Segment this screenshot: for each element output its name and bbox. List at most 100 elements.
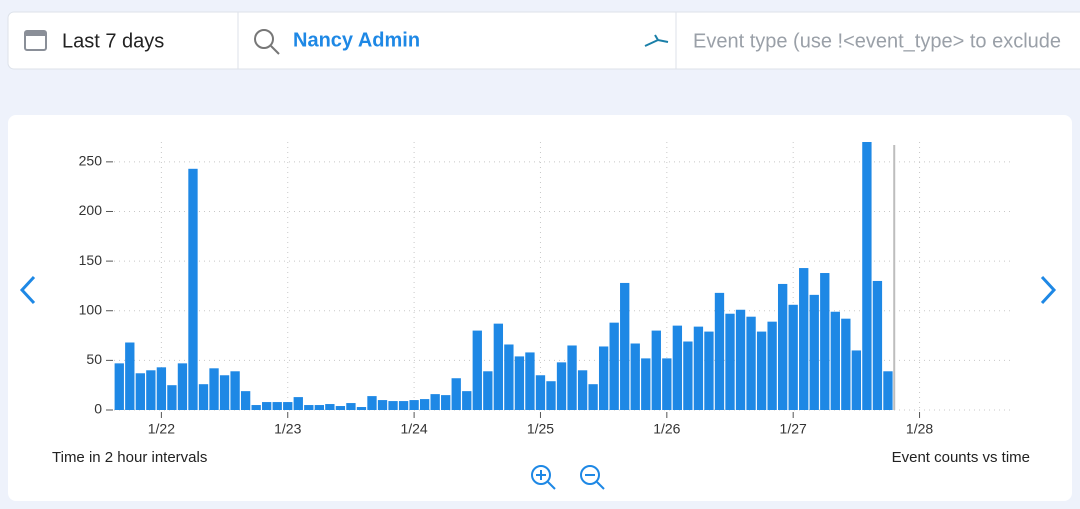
bar bbox=[577, 370, 588, 410]
bar bbox=[746, 316, 756, 410]
bar bbox=[872, 280, 883, 410]
toolbar bbox=[7, 11, 1080, 70]
bar bbox=[662, 358, 672, 410]
bar bbox=[546, 381, 556, 410]
bar bbox=[293, 397, 303, 410]
bar bbox=[167, 385, 177, 410]
bar bbox=[504, 344, 514, 410]
x-tick-label: 1/25 bbox=[527, 421, 554, 437]
bar bbox=[725, 313, 735, 410]
bar bbox=[841, 318, 851, 410]
bar bbox=[377, 400, 388, 410]
bar bbox=[346, 403, 356, 410]
bar bbox=[704, 331, 714, 410]
plot: 0 50 100 150 200 250 1/22 1/23 1/24 1/25 1/26 1/27 1… bbox=[79, 142, 1012, 437]
next-arrow[interactable] bbox=[1040, 275, 1057, 305]
x-tick-label: 1/24 bbox=[400, 421, 427, 437]
bar bbox=[714, 292, 725, 410]
bar bbox=[409, 400, 419, 410]
bar bbox=[114, 363, 124, 410]
x-tick-label: 1/28 bbox=[906, 421, 933, 437]
user-filter[interactable]: Nancy Admin bbox=[293, 29, 420, 51]
bar bbox=[693, 326, 704, 410]
bar bbox=[251, 405, 261, 410]
bar bbox=[156, 367, 167, 410]
bar bbox=[177, 363, 188, 410]
x-tick-label: 1/27 bbox=[780, 421, 807, 437]
bar bbox=[862, 142, 872, 410]
bar bbox=[209, 368, 219, 410]
bar bbox=[493, 323, 504, 410]
bar bbox=[556, 362, 567, 410]
bar bbox=[483, 371, 493, 410]
bar bbox=[514, 356, 525, 410]
bar bbox=[304, 405, 314, 410]
event-filter-input[interactable]: Event type (use !<event_type> to exclude bbox=[693, 30, 1061, 52]
x-tick-label: 1/26 bbox=[653, 421, 680, 437]
bar bbox=[651, 330, 661, 410]
date-range[interactable]: Last 7 days bbox=[62, 30, 164, 52]
bar bbox=[767, 321, 777, 410]
prev-arrow[interactable] bbox=[19, 275, 36, 305]
bar bbox=[262, 402, 272, 410]
bar bbox=[472, 330, 482, 410]
bar bbox=[588, 384, 598, 410]
chart-caption: Event counts vs time bbox=[892, 449, 1030, 466]
bar bbox=[198, 384, 209, 410]
bar bbox=[535, 375, 546, 410]
bar bbox=[188, 168, 198, 410]
bar bbox=[462, 391, 472, 410]
bar bbox=[756, 331, 767, 410]
bar bbox=[883, 371, 893, 410]
bar bbox=[441, 395, 451, 410]
bar bbox=[672, 325, 683, 410]
bar bbox=[820, 273, 830, 410]
bar bbox=[430, 394, 440, 410]
bar bbox=[777, 283, 788, 410]
y-tick-label: 150 bbox=[79, 252, 103, 268]
bar bbox=[609, 322, 619, 410]
zoom-in[interactable] bbox=[531, 465, 556, 490]
zoom-out[interactable] bbox=[580, 465, 605, 490]
bar bbox=[314, 405, 324, 410]
bar bbox=[809, 294, 819, 410]
bar bbox=[125, 342, 135, 410]
y-tick-label: 200 bbox=[79, 202, 103, 218]
y-tick-label: 0 bbox=[94, 401, 102, 417]
bar bbox=[230, 371, 240, 410]
bar bbox=[735, 309, 746, 410]
bar bbox=[799, 268, 809, 410]
bar bbox=[146, 370, 156, 410]
y-tick-label: 250 bbox=[79, 153, 103, 169]
calendar-icon[interactable] bbox=[24, 30, 47, 51]
bar bbox=[641, 358, 651, 410]
bar bbox=[830, 311, 840, 410]
bar bbox=[525, 352, 535, 410]
bar bbox=[683, 341, 693, 410]
bar bbox=[788, 304, 798, 410]
bar bbox=[620, 282, 630, 410]
y-tick-label: 50 bbox=[86, 351, 102, 367]
bar bbox=[219, 375, 230, 410]
x-tick-label: 1/22 bbox=[148, 421, 175, 437]
bar bbox=[630, 343, 640, 410]
bar bbox=[356, 407, 367, 410]
bar bbox=[335, 406, 346, 410]
search-icon bbox=[254, 29, 280, 55]
bar bbox=[567, 345, 577, 410]
x-tick-label: 1/23 bbox=[274, 421, 301, 437]
bar bbox=[272, 402, 282, 410]
bar bbox=[283, 402, 293, 410]
bar bbox=[851, 350, 862, 410]
bar bbox=[398, 401, 409, 410]
bar bbox=[240, 391, 251, 410]
bar bbox=[135, 373, 145, 410]
filter-icon[interactable] bbox=[644, 34, 669, 47]
bar bbox=[419, 399, 430, 410]
x-axis-label: Time in 2 hour intervals bbox=[52, 449, 207, 466]
bar bbox=[388, 401, 398, 410]
y-tick-label: 100 bbox=[79, 301, 103, 317]
bar bbox=[367, 396, 377, 410]
